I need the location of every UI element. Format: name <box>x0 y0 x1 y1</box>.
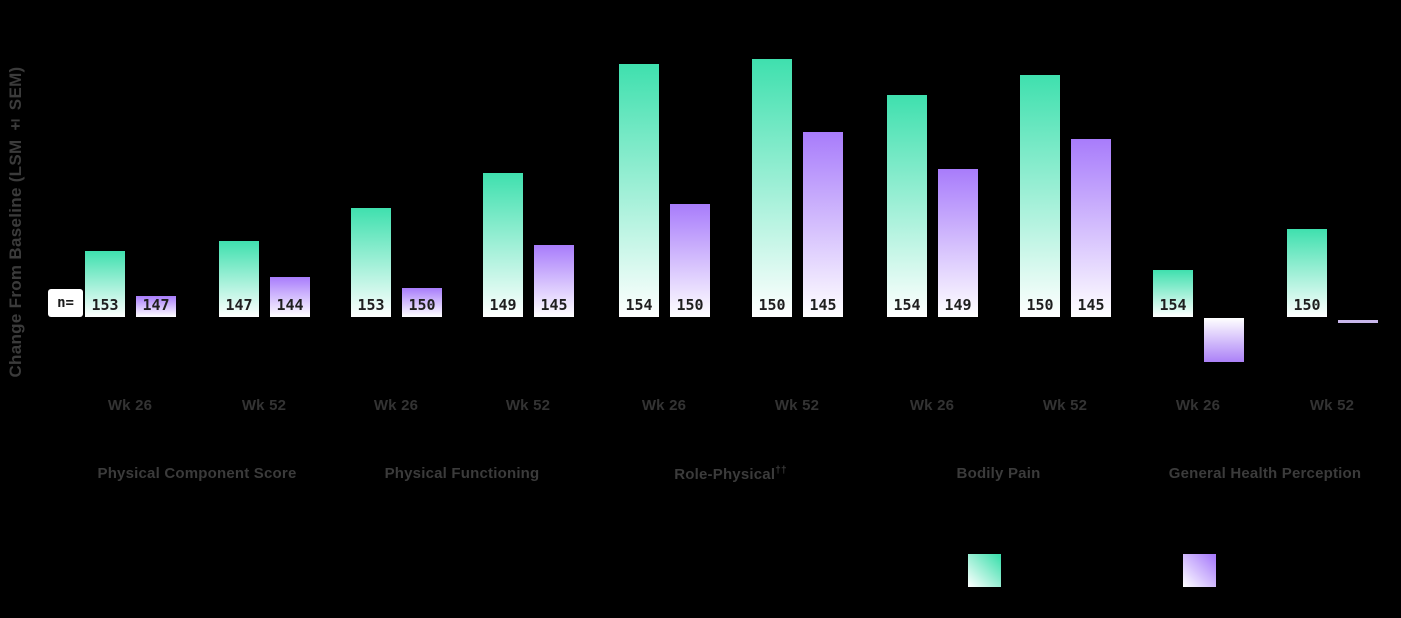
n-equals-label: n= <box>57 295 74 311</box>
teal-bar <box>219 241 259 317</box>
purple-bar <box>1338 320 1378 323</box>
bar-n-value: 153 <box>357 296 385 314</box>
bar-n-value: 154 <box>893 296 921 314</box>
teal-bar <box>85 251 125 317</box>
week-tick-label: Wk 52 <box>1042 397 1088 414</box>
legend-swatch-purple <box>1183 554 1216 587</box>
teal-bar <box>752 59 792 317</box>
group-label: Physical Functioning <box>322 465 602 482</box>
group-label: General Health Perception <box>1125 465 1401 482</box>
teal-bar <box>1287 229 1327 317</box>
teal-bar <box>1020 75 1060 317</box>
bar-n-value: 145 <box>809 296 837 314</box>
purple-bar <box>938 169 978 317</box>
week-tick-label: Wk 26 <box>641 397 687 414</box>
group-label-footnote-symbol: †† <box>775 465 787 476</box>
bar-n-value: 144 <box>276 296 304 314</box>
group-label-text: Role-Physical <box>674 466 776 483</box>
week-tick-label: Wk 26 <box>1175 397 1221 414</box>
bar-n-value: 154 <box>625 296 653 314</box>
bar-n-value: 149 <box>489 296 517 314</box>
purple-bar <box>1071 139 1111 317</box>
purple-bar <box>670 204 710 317</box>
n-equals-chip: n= <box>48 289 83 317</box>
bar-n-value: 145 <box>1077 296 1105 314</box>
group-label-text: Physical Component Score <box>97 465 297 482</box>
bar-n-value: 150 <box>1293 296 1321 314</box>
week-tick-label: Wk 26 <box>373 397 419 414</box>
bar-n-value: 150 <box>1026 296 1054 314</box>
group-label-text: Bodily Pain <box>956 465 1041 482</box>
teal-bar <box>1153 270 1193 317</box>
bar-n-value: 154 <box>1159 296 1187 314</box>
teal-bar <box>887 95 927 317</box>
bar-n-value: 149 <box>944 296 972 314</box>
teal-bar <box>483 173 523 317</box>
purple-bar <box>803 132 843 317</box>
teal-bar <box>351 208 391 317</box>
week-tick-label: Wk 52 <box>774 397 820 414</box>
week-tick-label: Wk 52 <box>1309 397 1355 414</box>
group-label: Physical Component Score <box>57 465 337 482</box>
group-label-text: Physical Functioning <box>384 465 540 482</box>
bar-n-value: 145 <box>540 296 568 314</box>
bar-n-value: 150 <box>676 296 704 314</box>
week-tick-label: Wk 26 <box>107 397 153 414</box>
group-label-text: General Health Perception <box>1168 465 1362 482</box>
group-label: Bodily Pain <box>859 465 1139 482</box>
week-tick-label: Wk 52 <box>241 397 287 414</box>
bar-n-value: 147 <box>142 296 170 314</box>
bar-n-value: 150 <box>408 296 436 314</box>
purple-bar <box>270 277 310 317</box>
bar-n-value: 150 <box>758 296 786 314</box>
purple-bar <box>534 245 574 317</box>
bar-n-value: 147 <box>225 296 253 314</box>
legend-swatch-teal <box>968 554 1001 587</box>
purple-bar <box>1204 318 1244 362</box>
purple-bar <box>402 288 442 317</box>
purple-bar <box>136 296 176 317</box>
week-tick-label: Wk 26 <box>909 397 955 414</box>
bar-n-value: 153 <box>91 296 119 314</box>
y-axis-label: Change From Baseline (LSM ± SEM) <box>6 66 25 378</box>
week-tick-label: Wk 52 <box>505 397 551 414</box>
teal-bar <box>619 64 659 317</box>
group-label: Role-Physical†† <box>591 465 871 483</box>
